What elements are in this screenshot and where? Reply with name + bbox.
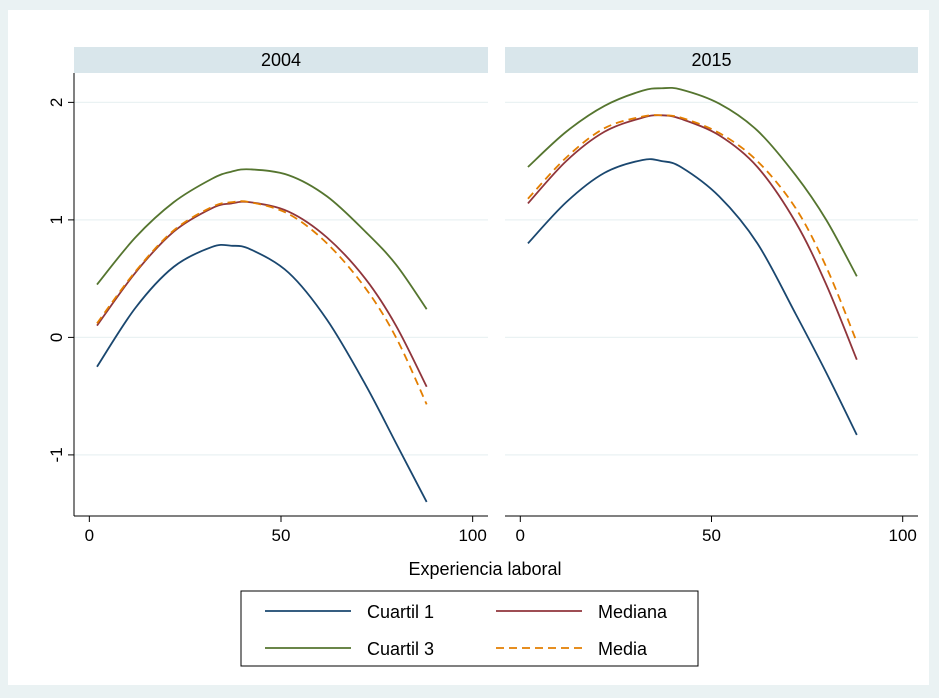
y-tick-label: 2 [47,98,66,107]
legend-label: Media [598,639,648,659]
x-tick-label: 100 [458,526,486,545]
legend-item: Media [496,639,648,659]
legend: Cuartil 1 Mediana Cuartil 3 Media [240,590,699,667]
panel-2015: 2015 0 50 100 [505,47,918,545]
series-line-mediana [96,200,428,388]
series-line-cuartil-3 [527,86,858,277]
x-tick-label: 50 [702,526,721,545]
y-tick-label: 0 [47,333,66,342]
series-line-cuartil-3 [96,168,428,310]
legend-label: Cuartil 1 [367,602,434,622]
series-line-cuartil-1 [96,243,428,503]
panel-title: 2015 [691,50,731,70]
x-tick-label: 50 [272,526,291,545]
series-line-cuartil-1 [527,158,858,436]
x-tick-label: 100 [889,526,917,545]
legend-item: Cuartil 3 [265,639,434,659]
legend-label: Mediana [598,602,668,622]
panel-2004: 2004 0 50 100 -1 0 1 2 [47,47,488,545]
panel-title: 2004 [261,50,301,70]
x-tick-label: 0 [85,526,94,545]
legend-label: Cuartil 3 [367,639,434,659]
series-line-mediana [527,114,858,361]
legend-box [240,590,699,667]
panel-header [74,47,488,73]
series-line-media [527,114,858,343]
legend-item: Mediana [496,602,668,622]
x-tick-label: 0 [516,526,525,545]
x-axis-label: Experiencia laboral [408,559,561,579]
legend-item: Cuartil 1 [265,602,434,622]
y-tick-label: -1 [47,447,66,462]
chart-background [8,10,929,685]
y-tick-label: 1 [47,215,66,224]
panel-header [505,47,918,73]
